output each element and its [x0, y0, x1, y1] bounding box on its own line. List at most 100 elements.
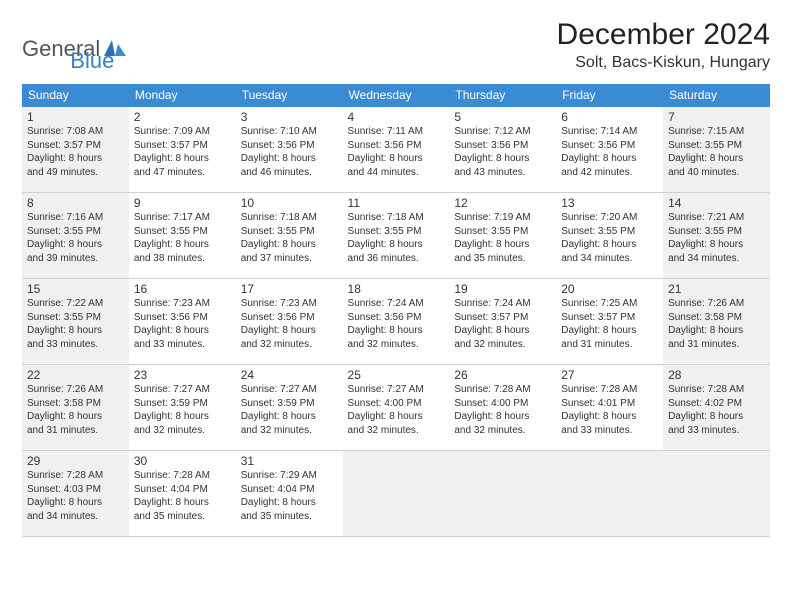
day-info-line: Sunset: 3:59 PM — [241, 397, 338, 411]
day-info-line: Daylight: 8 hours — [561, 410, 658, 424]
day-number: 4 — [348, 110, 445, 124]
day-info-line: Sunset: 4:03 PM — [27, 483, 124, 497]
day-number: 5 — [454, 110, 551, 124]
day-info-line: Daylight: 8 hours — [134, 496, 231, 510]
day-number: 3 — [241, 110, 338, 124]
day-info-line: Sunset: 3:55 PM — [134, 225, 231, 239]
day-info-line: and 34 minutes. — [561, 252, 658, 266]
day-header: Saturday — [663, 84, 770, 107]
day-cell: 2Sunrise: 7:09 AMSunset: 3:57 PMDaylight… — [129, 107, 236, 193]
day-info-line: Daylight: 8 hours — [134, 238, 231, 252]
day-info-line: and 33 minutes. — [561, 424, 658, 438]
empty-cell — [449, 451, 556, 537]
day-info-line: Sunrise: 7:28 AM — [134, 469, 231, 483]
day-info-line: Daylight: 8 hours — [561, 324, 658, 338]
day-number: 10 — [241, 196, 338, 210]
day-info-line: Sunrise: 7:28 AM — [668, 383, 765, 397]
day-number: 16 — [134, 282, 231, 296]
day-info-line: and 34 minutes. — [668, 252, 765, 266]
day-info-line: Sunrise: 7:28 AM — [27, 469, 124, 483]
header: General Blue December 2024 Solt, Bacs-Ki… — [22, 18, 770, 74]
day-info-line: Sunset: 3:55 PM — [561, 225, 658, 239]
day-info-line: Sunrise: 7:12 AM — [454, 125, 551, 139]
empty-cell — [343, 451, 450, 537]
day-info-line: Sunrise: 7:26 AM — [27, 383, 124, 397]
day-number: 31 — [241, 454, 338, 468]
day-cell: 12Sunrise: 7:19 AMSunset: 3:55 PMDayligh… — [449, 193, 556, 279]
day-info-line: Daylight: 8 hours — [241, 238, 338, 252]
day-info-line: Sunset: 4:01 PM — [561, 397, 658, 411]
day-info-line: Sunrise: 7:27 AM — [241, 383, 338, 397]
day-info-line: Daylight: 8 hours — [27, 410, 124, 424]
day-info-line: Sunrise: 7:11 AM — [348, 125, 445, 139]
day-info-line: Sunrise: 7:14 AM — [561, 125, 658, 139]
day-info-line: and 33 minutes. — [668, 424, 765, 438]
day-cell: 14Sunrise: 7:21 AMSunset: 3:55 PMDayligh… — [663, 193, 770, 279]
day-number: 20 — [561, 282, 658, 296]
day-info-line: and 49 minutes. — [27, 166, 124, 180]
day-cell: 27Sunrise: 7:28 AMSunset: 4:01 PMDayligh… — [556, 365, 663, 451]
week-row: 15Sunrise: 7:22 AMSunset: 3:55 PMDayligh… — [22, 279, 770, 365]
day-cell: 31Sunrise: 7:29 AMSunset: 4:04 PMDayligh… — [236, 451, 343, 537]
day-cell: 29Sunrise: 7:28 AMSunset: 4:03 PMDayligh… — [22, 451, 129, 537]
week-row: 8Sunrise: 7:16 AMSunset: 3:55 PMDaylight… — [22, 193, 770, 279]
day-cell: 16Sunrise: 7:23 AMSunset: 3:56 PMDayligh… — [129, 279, 236, 365]
day-cell: 15Sunrise: 7:22 AMSunset: 3:55 PMDayligh… — [22, 279, 129, 365]
day-info-line: Sunrise: 7:28 AM — [454, 383, 551, 397]
day-number: 23 — [134, 368, 231, 382]
day-info-line: Daylight: 8 hours — [27, 496, 124, 510]
day-cell: 3Sunrise: 7:10 AMSunset: 3:56 PMDaylight… — [236, 107, 343, 193]
day-info-line: Sunrise: 7:23 AM — [241, 297, 338, 311]
day-cell: 19Sunrise: 7:24 AMSunset: 3:57 PMDayligh… — [449, 279, 556, 365]
day-info-line: and 31 minutes. — [561, 338, 658, 352]
day-info-line: Daylight: 8 hours — [241, 152, 338, 166]
day-info-line: Sunset: 3:55 PM — [241, 225, 338, 239]
day-info-line: Sunset: 3:56 PM — [241, 311, 338, 325]
day-number: 15 — [27, 282, 124, 296]
day-info-line: Daylight: 8 hours — [241, 410, 338, 424]
calendar-body: 1Sunrise: 7:08 AMSunset: 3:57 PMDaylight… — [22, 107, 770, 537]
day-cell: 26Sunrise: 7:28 AMSunset: 4:00 PMDayligh… — [449, 365, 556, 451]
day-number: 18 — [348, 282, 445, 296]
day-info-line: and 31 minutes. — [27, 424, 124, 438]
day-info-line: Daylight: 8 hours — [454, 238, 551, 252]
day-info-line: and 39 minutes. — [27, 252, 124, 266]
day-info-line: Daylight: 8 hours — [27, 238, 124, 252]
day-info-line: Sunset: 3:56 PM — [134, 311, 231, 325]
day-info-line: Daylight: 8 hours — [241, 324, 338, 338]
day-cell: 7Sunrise: 7:15 AMSunset: 3:55 PMDaylight… — [663, 107, 770, 193]
day-info-line: and 33 minutes. — [134, 338, 231, 352]
week-row: 1Sunrise: 7:08 AMSunset: 3:57 PMDaylight… — [22, 107, 770, 193]
day-info-line: Daylight: 8 hours — [348, 152, 445, 166]
day-cell: 5Sunrise: 7:12 AMSunset: 3:56 PMDaylight… — [449, 107, 556, 193]
day-info-line: and 37 minutes. — [241, 252, 338, 266]
day-info-line: Sunset: 3:56 PM — [348, 139, 445, 153]
day-number: 26 — [454, 368, 551, 382]
day-cell: 8Sunrise: 7:16 AMSunset: 3:55 PMDaylight… — [22, 193, 129, 279]
day-cell: 18Sunrise: 7:24 AMSunset: 3:56 PMDayligh… — [343, 279, 450, 365]
day-cell: 25Sunrise: 7:27 AMSunset: 4:00 PMDayligh… — [343, 365, 450, 451]
day-cell: 11Sunrise: 7:18 AMSunset: 3:55 PMDayligh… — [343, 193, 450, 279]
day-info-line: Sunrise: 7:26 AM — [668, 297, 765, 311]
day-header: Friday — [556, 84, 663, 107]
day-info-line: and 32 minutes. — [241, 424, 338, 438]
day-info-line: Sunrise: 7:21 AM — [668, 211, 765, 225]
day-info-line: Sunset: 3:57 PM — [561, 311, 658, 325]
month-title: December 2024 — [557, 18, 770, 52]
day-number: 12 — [454, 196, 551, 210]
day-info-line: Sunset: 3:55 PM — [27, 311, 124, 325]
day-info-line: Sunset: 3:55 PM — [27, 225, 124, 239]
day-number: 11 — [348, 196, 445, 210]
day-info-line: and 34 minutes. — [27, 510, 124, 524]
day-number: 27 — [561, 368, 658, 382]
day-info-line: Daylight: 8 hours — [348, 238, 445, 252]
day-info-line: Daylight: 8 hours — [134, 324, 231, 338]
day-info-line: Sunset: 3:55 PM — [348, 225, 445, 239]
day-cell: 6Sunrise: 7:14 AMSunset: 3:56 PMDaylight… — [556, 107, 663, 193]
day-cell: 1Sunrise: 7:08 AMSunset: 3:57 PMDaylight… — [22, 107, 129, 193]
day-info-line: Sunrise: 7:18 AM — [348, 211, 445, 225]
day-info-line: and 32 minutes. — [241, 338, 338, 352]
day-info-line: and 38 minutes. — [134, 252, 231, 266]
day-number: 14 — [668, 196, 765, 210]
week-row: 22Sunrise: 7:26 AMSunset: 3:58 PMDayligh… — [22, 365, 770, 451]
